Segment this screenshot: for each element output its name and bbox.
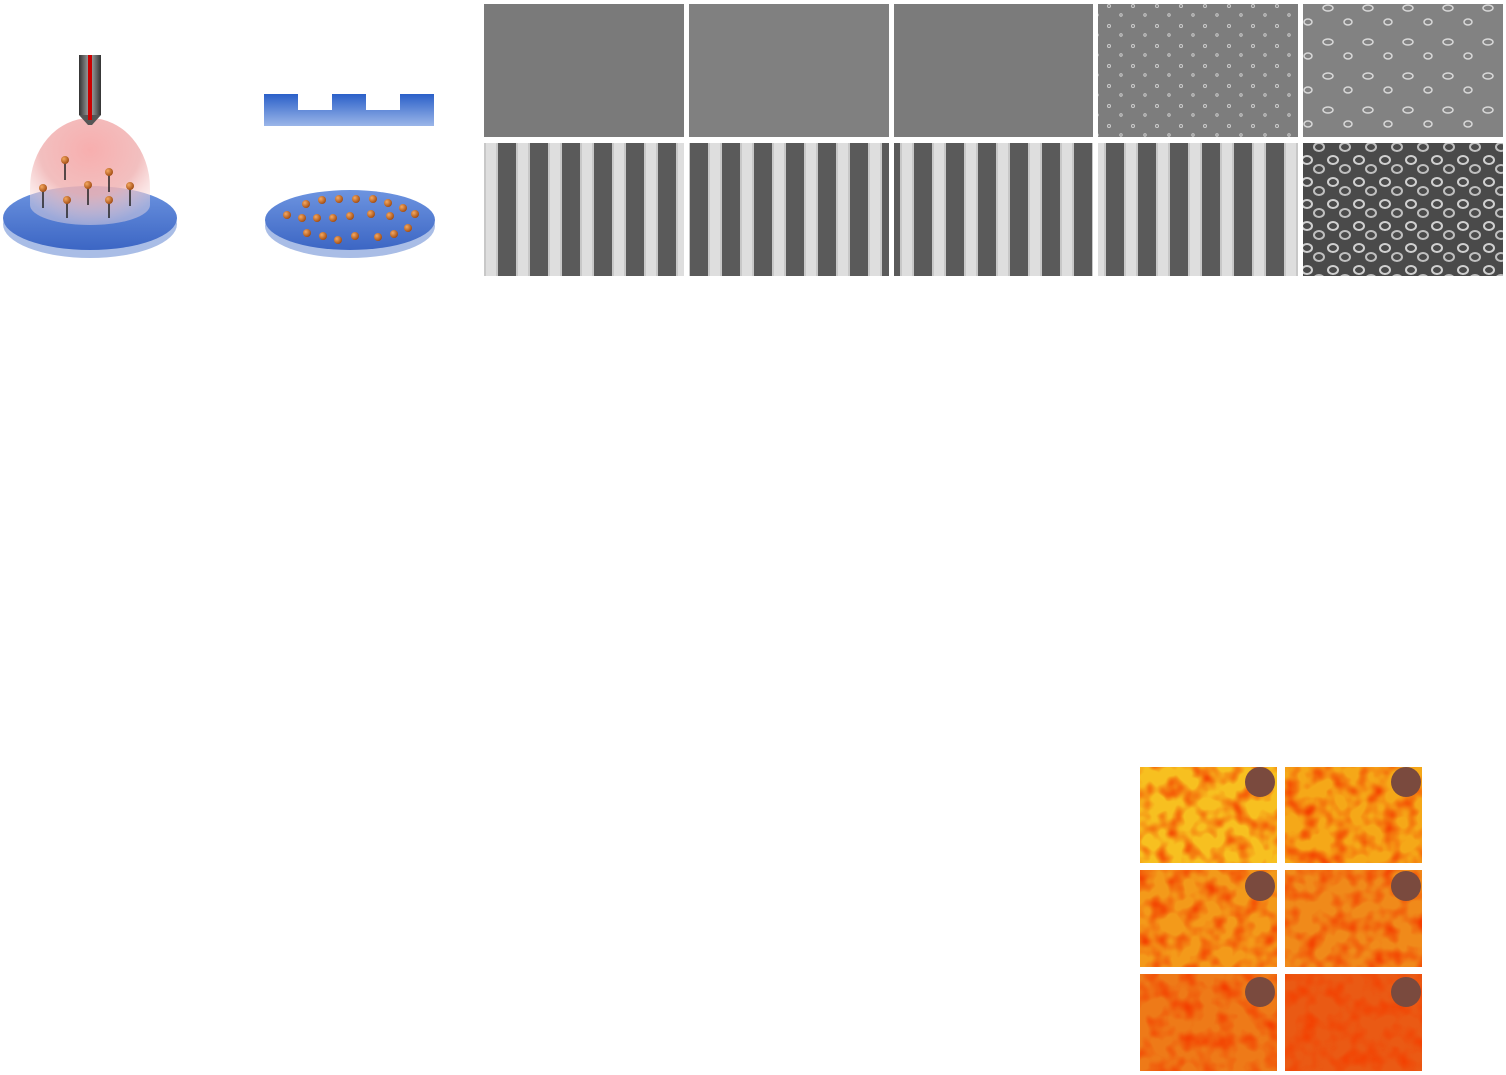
stain-image [1140, 767, 1277, 863]
stain-image [1140, 870, 1277, 967]
sem-image [689, 143, 889, 276]
mold-schematic [264, 94, 435, 258]
particles [283, 195, 419, 244]
stain-image [1285, 974, 1422, 1071]
sem-image [689, 4, 889, 137]
sem-image [1098, 143, 1298, 276]
spray-schematic [3, 55, 177, 258]
sem-image [1303, 143, 1503, 276]
stain-image [1285, 870, 1422, 967]
sem-texture [1098, 4, 1298, 137]
stain-grid [1140, 767, 1422, 1071]
stain-image [1285, 767, 1422, 863]
sem-image [484, 143, 684, 276]
stain-image [1140, 974, 1277, 1071]
spray-cone [30, 118, 150, 225]
sem-image [894, 4, 1093, 137]
sem-top-row [484, 4, 1503, 137]
sem-image [1303, 4, 1503, 137]
particles [42, 162, 131, 218]
sem-image [894, 143, 1093, 276]
sem-image [484, 4, 684, 137]
nozzle-core [88, 55, 92, 120]
particle-heads [39, 156, 134, 204]
sem-bottom-row [484, 143, 1503, 276]
mold [264, 94, 434, 126]
